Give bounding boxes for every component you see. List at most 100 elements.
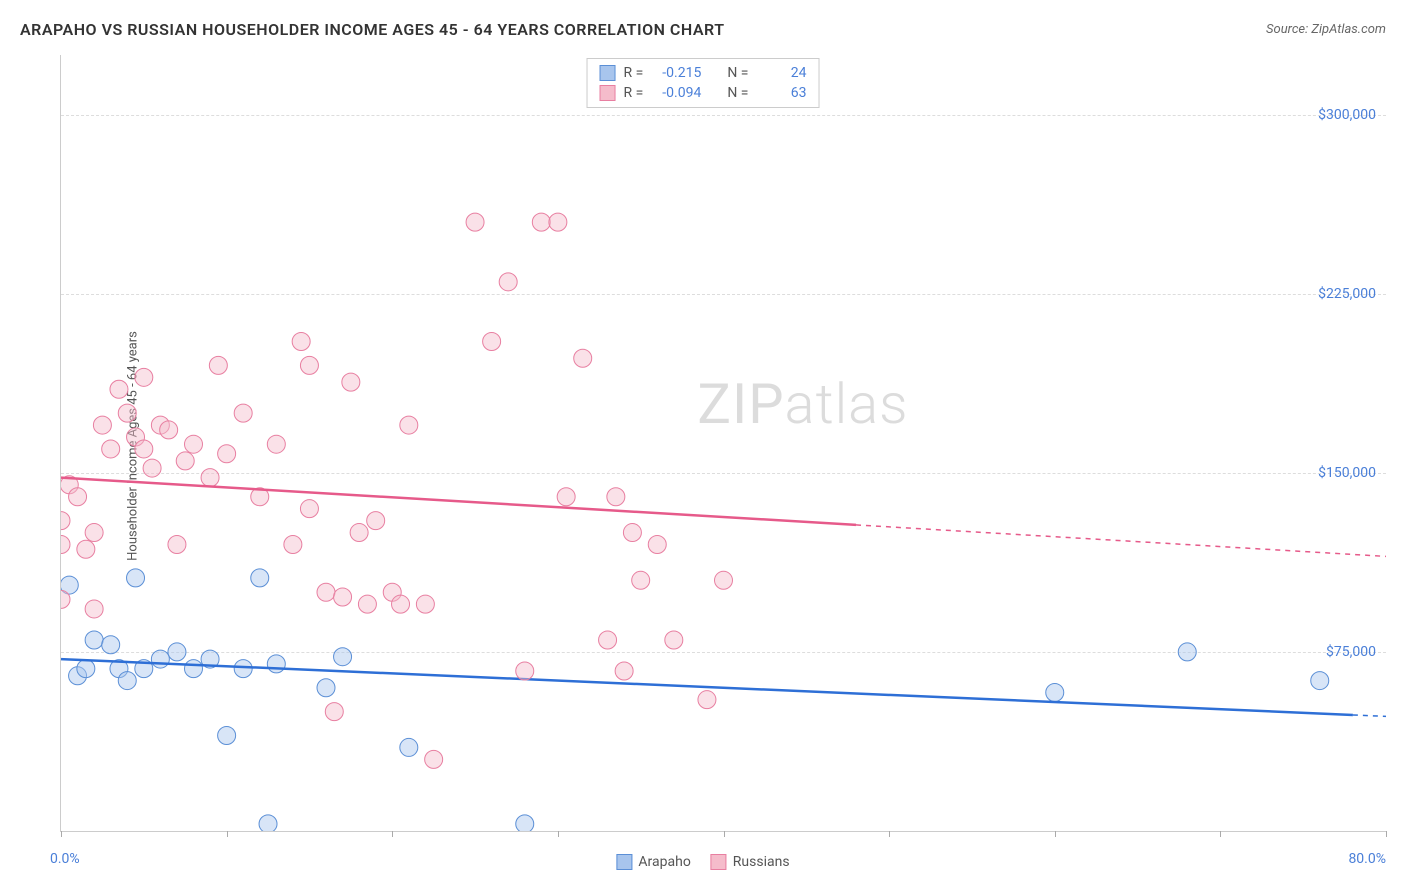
data-point (61, 535, 70, 553)
data-point (317, 583, 335, 601)
data-point (300, 500, 318, 518)
data-point (367, 512, 385, 530)
stat-value: -0.215 (651, 65, 701, 81)
data-point (325, 703, 343, 721)
data-point (1311, 672, 1329, 690)
trend-line-dashed (856, 525, 1386, 557)
data-point (1178, 643, 1196, 661)
data-point (607, 488, 625, 506)
data-point (300, 356, 318, 374)
x-tick (1220, 831, 1221, 837)
x-axis-max-label: 80.0% (1348, 851, 1386, 867)
data-point (102, 440, 120, 458)
data-point (118, 404, 136, 422)
x-tick (558, 831, 559, 837)
data-point (259, 815, 277, 831)
stat-label: R = (624, 65, 644, 81)
data-point (85, 524, 103, 542)
data-point (77, 540, 95, 558)
trend-line-dashed (1353, 715, 1386, 716)
data-point (267, 655, 285, 673)
data-point (209, 356, 227, 374)
data-point (342, 373, 360, 391)
data-point (85, 631, 103, 649)
data-point (632, 571, 650, 589)
stats-legend-row: R =-0.215N =24 (600, 63, 807, 83)
stats-legend-row: R =-0.094N =63 (600, 83, 807, 103)
data-point (334, 588, 352, 606)
data-point (615, 662, 633, 680)
data-point (143, 459, 161, 477)
data-point (284, 535, 302, 553)
x-tick (724, 831, 725, 837)
data-point (425, 750, 443, 768)
legend-item: Russians (711, 854, 790, 870)
scatter-plot-svg (61, 55, 1386, 831)
data-point (292, 333, 310, 351)
x-tick (889, 831, 890, 837)
legend-swatch (711, 854, 727, 870)
data-point (251, 569, 269, 587)
data-point (168, 643, 186, 661)
data-point (599, 631, 617, 649)
legend-swatch (616, 854, 632, 870)
series-legend: Arapaho Russians (616, 854, 789, 870)
data-point (317, 679, 335, 697)
data-point (267, 435, 285, 453)
data-point (483, 333, 501, 351)
data-point (168, 535, 186, 553)
data-point (400, 416, 418, 434)
stat-label: R = (624, 85, 644, 101)
data-point (516, 815, 534, 831)
data-point (118, 672, 136, 690)
data-point (499, 273, 517, 291)
data-point (334, 648, 352, 666)
legend-swatch (600, 85, 616, 101)
data-point (400, 738, 418, 756)
data-point (185, 435, 203, 453)
data-point (715, 571, 733, 589)
data-point (218, 445, 236, 463)
source-label: Source: ZipAtlas.com (1266, 22, 1386, 37)
data-point (623, 524, 641, 542)
data-point (392, 595, 410, 613)
data-point (516, 662, 534, 680)
stats-legend: R =-0.215N =24R =-0.094N =63 (587, 58, 820, 108)
x-tick (1055, 831, 1056, 837)
data-point (574, 349, 592, 367)
data-point (185, 660, 203, 678)
data-point (102, 636, 120, 654)
trend-line (61, 478, 856, 525)
data-point (557, 488, 575, 506)
data-point (218, 726, 236, 744)
data-point (61, 512, 70, 530)
x-axis-min-label: 0.0% (50, 851, 80, 867)
data-point (151, 650, 169, 668)
data-point (1046, 684, 1064, 702)
data-point (466, 213, 484, 231)
data-point (135, 440, 153, 458)
data-point (160, 421, 178, 439)
legend-label: Arapaho (638, 854, 690, 870)
data-point (648, 535, 666, 553)
data-point (110, 380, 128, 398)
x-tick (1386, 831, 1387, 837)
x-tick (392, 831, 393, 837)
data-point (665, 631, 683, 649)
x-tick (227, 831, 228, 837)
data-point (77, 660, 95, 678)
legend-item: Arapaho (616, 854, 690, 870)
stat-value: -0.094 (651, 85, 701, 101)
data-point (69, 488, 87, 506)
data-point (234, 660, 252, 678)
data-point (234, 404, 252, 422)
data-point (698, 691, 716, 709)
chart-plot-area: ZIPatlas $75,000$150,000$225,000$300,000 (60, 55, 1386, 832)
data-point (549, 213, 567, 231)
data-point (85, 600, 103, 618)
data-point (416, 595, 434, 613)
data-point (176, 452, 194, 470)
data-point (201, 469, 219, 487)
stat-label: N = (727, 85, 748, 101)
data-point (358, 595, 376, 613)
